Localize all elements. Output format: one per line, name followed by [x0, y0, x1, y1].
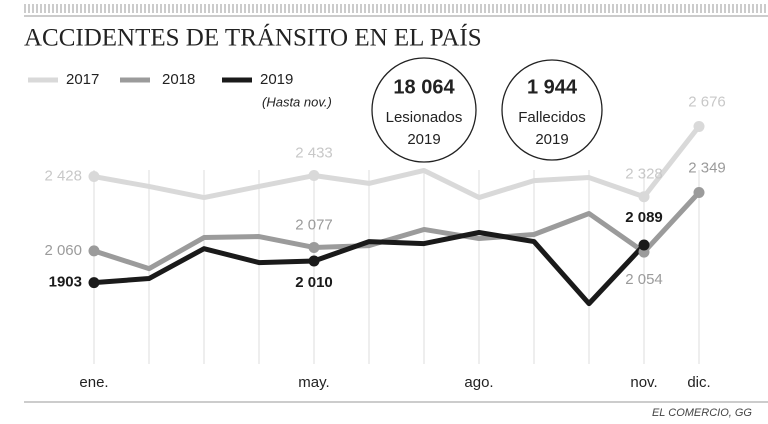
series-line	[93, 190, 701, 272]
data-label: 2 328	[625, 166, 663, 183]
data-label: 2 089	[625, 209, 663, 226]
point	[638, 239, 650, 251]
data-label: 1903	[49, 274, 82, 291]
callout-text: 2019	[407, 131, 440, 148]
point	[693, 120, 705, 132]
callout-text: Fallecidos	[518, 109, 586, 126]
source: EL COMERCIO, GG	[652, 407, 752, 419]
point	[308, 255, 320, 267]
legend-label: 2019	[260, 71, 293, 88]
callout-value: 1 944	[527, 76, 578, 98]
data-label: 2 010	[295, 274, 333, 291]
data-label: 2 054	[625, 271, 663, 288]
data-label: 2 060	[44, 242, 82, 259]
data-label: 2 428	[44, 168, 82, 185]
point	[88, 171, 100, 183]
x-tick-label: nov.	[630, 374, 657, 391]
x-tick-label: may.	[298, 374, 329, 391]
point	[308, 241, 320, 253]
header-hatch	[24, 4, 768, 13]
data-label: 2 433	[295, 145, 333, 162]
point	[693, 187, 705, 199]
legend-label: 2017	[66, 71, 99, 88]
callout-value: 18 064	[393, 76, 455, 98]
point	[88, 245, 100, 257]
callout-text: Lesionados	[386, 109, 463, 126]
x-tick-label: ago.	[464, 374, 493, 391]
series-line	[93, 229, 646, 307]
x-tick-label: dic.	[687, 374, 710, 391]
callout-text: 2019	[535, 131, 568, 148]
legend-note: (Hasta nov.)	[262, 94, 332, 109]
point	[638, 191, 650, 203]
data-label: 2 349	[688, 159, 726, 176]
series-line	[93, 124, 701, 201]
point	[88, 277, 100, 289]
callout-circle	[371, 57, 477, 163]
point	[308, 170, 320, 182]
data-label: 2 077	[295, 216, 333, 233]
data-label: 2 676	[688, 93, 726, 110]
callout-circle	[501, 59, 603, 161]
chart-title: ACCIDENTES DE TRÁNSITO EN EL PAÍS	[24, 24, 482, 52]
legend-label: 2018	[162, 71, 195, 88]
x-tick-label: ene.	[79, 374, 108, 391]
